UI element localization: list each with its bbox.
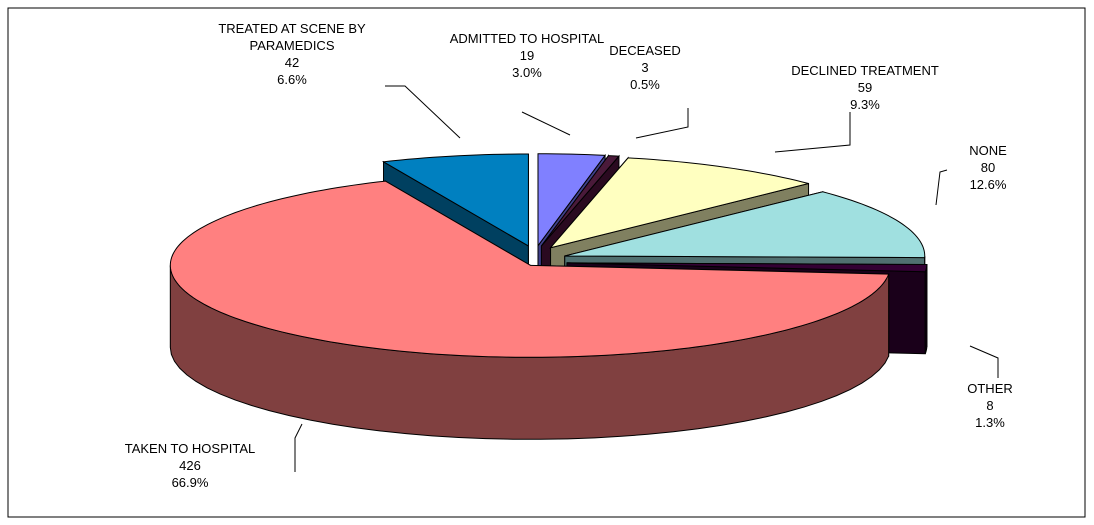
category-label: TREATED AT SCENE BY PARAMEDICS — [218, 21, 366, 53]
slice — [564, 191, 926, 259]
value-label: 426 — [179, 458, 201, 473]
slice — [169, 180, 890, 358]
category-label: ADMITTED TO HOSPITAL — [449, 31, 605, 46]
slice — [541, 155, 620, 247]
slice — [549, 157, 809, 249]
category-label: DECLINED TREATMENT — [791, 63, 939, 78]
percent-label: 9.3% — [850, 97, 880, 112]
percent-label: 66.9% — [171, 475, 209, 490]
percent-label: 6.6% — [277, 72, 307, 87]
category-label: DECEASED — [609, 43, 681, 58]
leader-line — [774, 112, 851, 153]
leader-line — [935, 169, 948, 206]
leader-line — [294, 423, 303, 472]
leader-line — [635, 108, 689, 139]
leader-line — [521, 111, 571, 136]
pie — [169, 153, 928, 440]
slice-wall — [924, 264, 928, 354]
data-label: DECLINED TREATMENT 59 9.3% — [765, 62, 965, 113]
value-label: 19 — [519, 48, 535, 63]
value-label: 3 — [641, 60, 649, 75]
category-label: TAKEN TO HOSPITAL — [124, 441, 256, 456]
data-label: DECEASED 3 0.5% — [585, 42, 705, 93]
slice — [537, 153, 607, 248]
data-label: ADMITTED TO HOSPITAL 19 3.0% — [427, 30, 627, 81]
slice — [381, 153, 529, 247]
leader-line — [969, 345, 999, 378]
value-label: 42 — [284, 55, 300, 70]
leader-lines — [294, 85, 999, 472]
percent-label: 12.6% — [969, 177, 1007, 192]
category-label: NONE — [969, 143, 1007, 158]
percent-label: 1.3% — [975, 415, 1005, 430]
slice — [566, 262, 928, 273]
data-label: OTHER 8 1.3% — [940, 380, 1040, 431]
data-label: TREATED AT SCENE BY PARAMEDICS 42 6.6% — [182, 20, 402, 88]
data-label: NONE 80 12.6% — [938, 142, 1038, 193]
category-label: OTHER — [967, 381, 1013, 396]
percent-label: 0.5% — [630, 77, 660, 92]
value-label: 59 — [857, 80, 873, 95]
value-label: 80 — [980, 160, 996, 175]
leader-line — [385, 85, 461, 139]
value-label: 8 — [986, 398, 994, 413]
percent-label: 3.0% — [512, 65, 542, 80]
data-label: TAKEN TO HOSPITAL 426 66.9% — [90, 440, 290, 491]
